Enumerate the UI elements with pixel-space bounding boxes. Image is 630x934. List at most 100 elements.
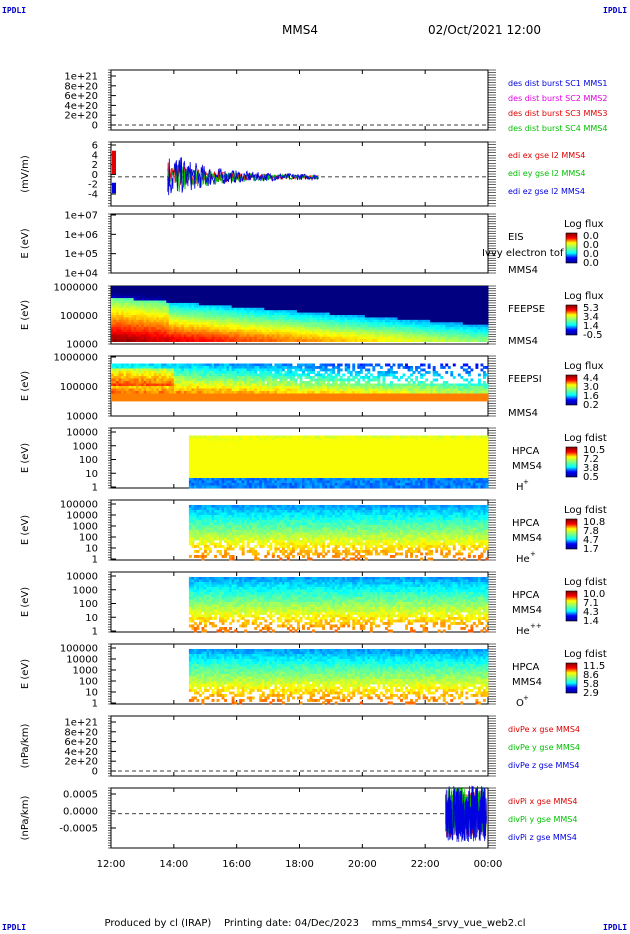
legend-entry: divPi y gse MMS4 [508,815,577,824]
y-tick-label: 100 [79,599,98,610]
spectrogram-cells [188,577,489,633]
panel-frame [110,213,489,274]
y-tick-label: 1000000 [53,353,98,364]
colorbar [565,518,578,550]
colorbar-tick: 0.0 [583,231,599,242]
colorbar-tick: 3.0 [583,382,599,393]
spectrogram-cells [188,505,489,561]
colorbar-tick: 0.0 [583,249,599,260]
y-tick-label: 100000 [60,382,98,393]
y-tick-label: 1e+04 [64,269,98,280]
colorbar-title: Log fdist [564,649,607,660]
corner-tag-top-right: IPDLI [603,6,628,15]
corner-tag-bottom-right: IPDLI [603,923,628,932]
colorbar [565,304,578,336]
legend-entry: divPe y gse MMS4 [508,743,580,752]
panel-divpi: 0.0005 0.0000 -0.0005 (nPa/km) divPi x gse M… [20,785,577,849]
spacecraft-label: MMS4 [512,461,542,472]
colorbar-tick: 11.5 [583,661,605,672]
legend-entry: edi ez gse l2 MMS4 [508,187,585,196]
y-tick-label: 100 [79,677,98,688]
panel-frame [110,69,489,131]
y-tick-label: 10000 [66,655,98,666]
corner-tag-top-left: IPDLI [2,6,27,15]
colorbar [565,662,578,694]
edi-series-line [167,157,319,196]
colorbar-tick: 3.8 [583,463,599,474]
y-tick-label: 4e+20 [64,747,98,758]
spacecraft-label: MMS4 [512,605,542,616]
y-tick-label: 1000 [73,585,98,596]
divpi-series-line [445,785,487,843]
colorbar-tick: 1.6 [583,391,599,402]
y-tick-label: 0 [92,121,98,132]
y-tick-label: 1e+06 [64,230,98,241]
y-tick-label: 100000 [60,500,98,511]
colorbar-tick: 7.2 [583,454,599,465]
colorbar-tick: 5.3 [583,303,599,314]
instrument-label: EIS [508,232,524,243]
species-label: He [516,554,530,565]
y-tick-label: 1e+05 [64,249,98,260]
colorbar-tick: 2.9 [583,688,599,699]
y-tick-label: -4 [88,190,98,201]
colorbar-tick: -0.5 [583,330,603,341]
y-axis-label: (mV/m) [20,155,31,193]
charge-label: + [523,694,529,702]
instrument-label: HPCA [512,446,540,457]
spacecraft-label: MMS4 [512,533,542,544]
spacecraft-label: MMS4 [508,265,538,276]
y-tick-label: 100000 [60,311,98,322]
y-tick-label: 10 [85,469,98,480]
colorbar-title: Log fdist [564,433,607,444]
colorbar-title: Log flux [564,219,604,230]
y-tick-label: 1e+07 [64,211,98,222]
colorbar-tick: 1.7 [583,544,599,555]
y-axis-label: E (eV) [20,371,31,401]
spacecraft-label: MMS4 [512,677,542,688]
spectrogram-cells [188,649,489,705]
colorbar-tick: 4.3 [583,607,599,618]
legend-entry: divPe z gse MMS4 [508,761,579,770]
datetime-title: 02/Oct/2021 12:00 [428,23,542,37]
instrument-label: HPCA [512,662,540,673]
y-axis-label: E (eV) [20,515,31,545]
species-label: H [516,482,524,493]
y-tick-label: 10 [85,544,98,555]
colorbar-tick: 0.2 [583,400,599,411]
y-axis-label: (nPa/km) [20,724,31,769]
y-axis-label: E (eV) [20,300,31,330]
charge-label: + [530,550,536,558]
y-tick-label: 6 [92,141,98,152]
legend-entry: des dist burst SC2 MMS2 [508,94,607,103]
y-tick-label: 1000000 [53,283,98,294]
y-axis-label: E (eV) [20,228,31,258]
y-axis-label: E (eV) [20,443,31,473]
footer-script-name: mms_mms4_srvy_vue_web2.cl [371,918,526,929]
spectrogram-cells [111,363,489,402]
spectrogram-cells [188,435,489,489]
legend-entry: edi ex gse l2 MMS4 [508,151,585,160]
y-tick-label: 6e+20 [64,91,98,102]
y-tick-label: 8e+20 [64,81,98,92]
instrument-label: FEEPSE [508,304,545,315]
colorbar-title: Log flux [564,291,604,302]
y-tick-label: 10000 [66,428,98,439]
y-tick-label: 10000 [66,572,98,583]
panel-hpca_h: 10000 1000 100 10 1 E (eV) HPCA MMS4 H + Log fdist… [20,427,607,494]
instrument-label: HPCA [512,590,540,601]
y-tick-label: -2 [88,180,98,191]
y-tick-label: 4 [92,150,98,161]
y-tick-label: 1 [92,699,98,710]
y-tick-label: 1 [92,483,98,494]
y-tick-label: 1000 [73,441,98,452]
y-tick-label: 100000 [60,644,98,655]
y-tick-label: 2e+20 [64,757,98,768]
y-tick-label: 8e+20 [64,727,98,738]
colorbar-tick: 10.8 [583,517,605,528]
legend-entry: des dist burst SC3 MMS3 [508,109,607,118]
